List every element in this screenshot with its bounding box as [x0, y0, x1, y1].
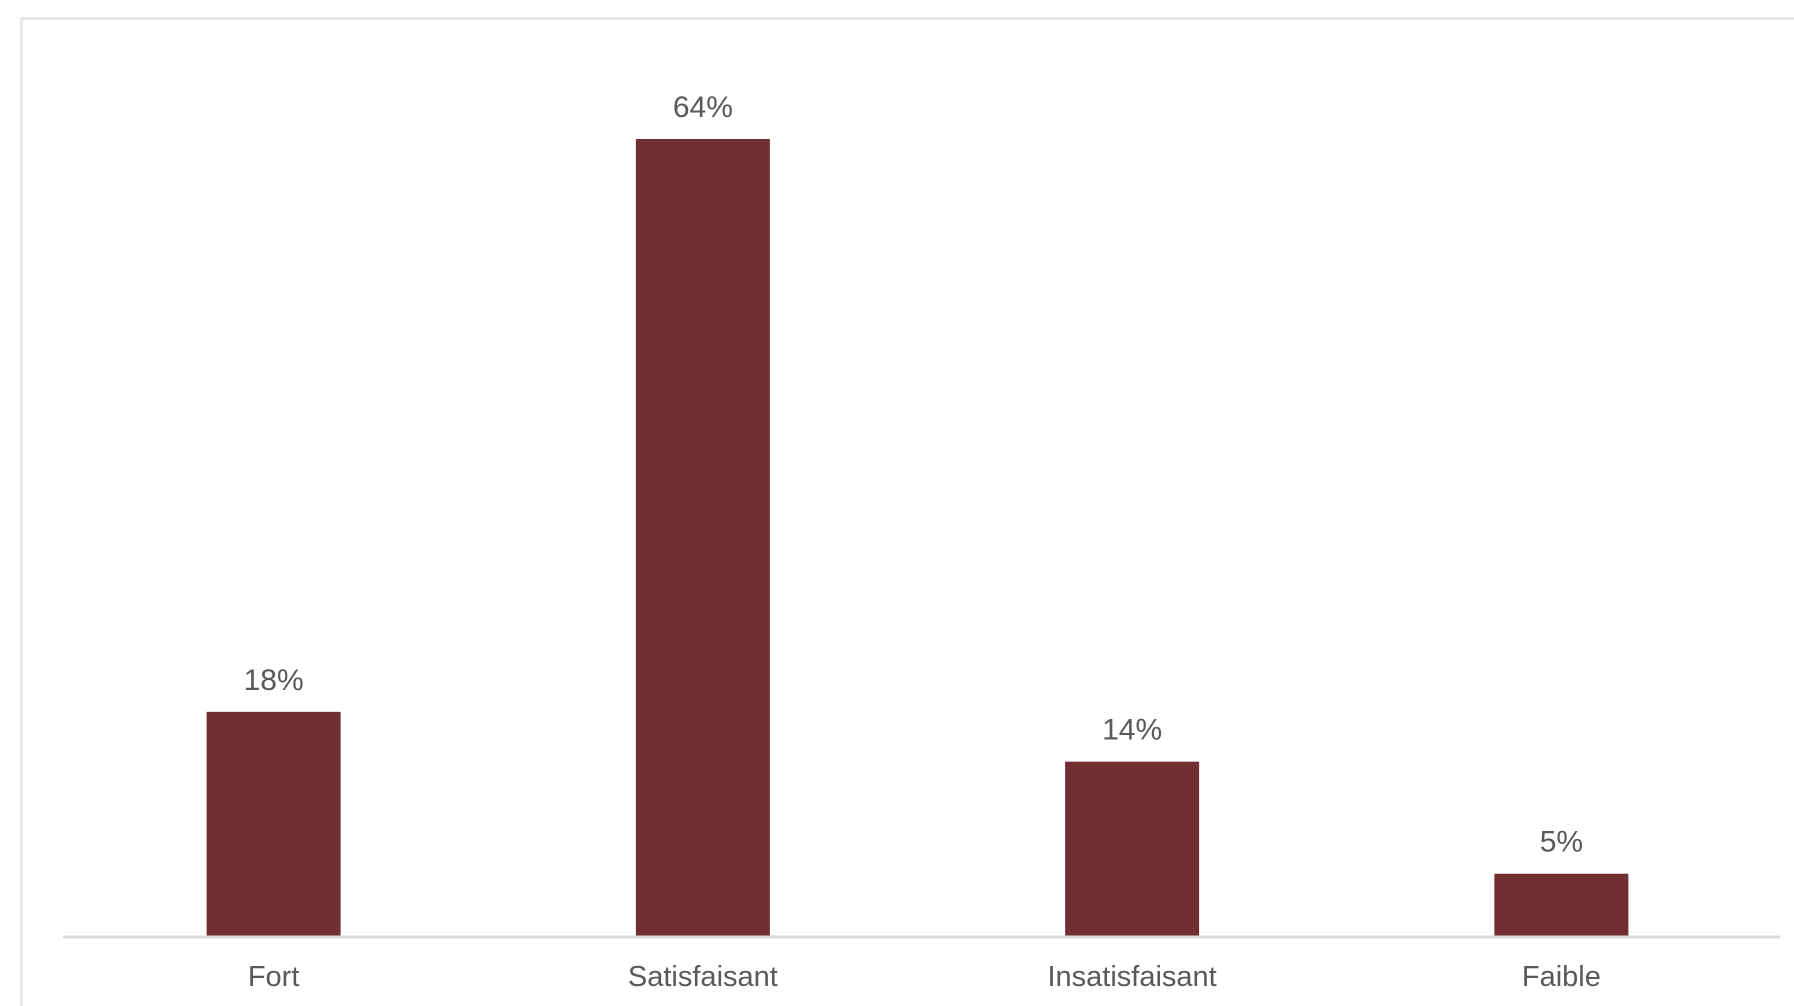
category-label-fort: Fort: [248, 961, 300, 993]
value-label-satisfaisant: 64%: [673, 91, 733, 124]
value-label-faible: 5%: [1540, 826, 1583, 859]
value-label-fort: 18%: [244, 664, 304, 697]
bar-faible: [1494, 873, 1629, 936]
bar-satisfaisant: [635, 139, 770, 936]
value-labels: 18% 64% 14% 5%: [244, 91, 1583, 859]
category-label-faible: Faible: [1522, 961, 1601, 993]
category-labels: Fort Satisfaisant Insatisfaisant Faible: [248, 961, 1601, 993]
category-label-satisfaisant: Satisfaisant: [628, 961, 778, 993]
bars: [206, 139, 1629, 936]
category-label-insatisfaisant: Insatisfaisant: [1047, 961, 1216, 993]
chart-area: [20, 17, 1794, 1006]
bar-fort: [206, 711, 341, 936]
bar-insatisfaisant: [1065, 761, 1200, 936]
value-label-insatisfaisant: 14%: [1102, 714, 1162, 747]
